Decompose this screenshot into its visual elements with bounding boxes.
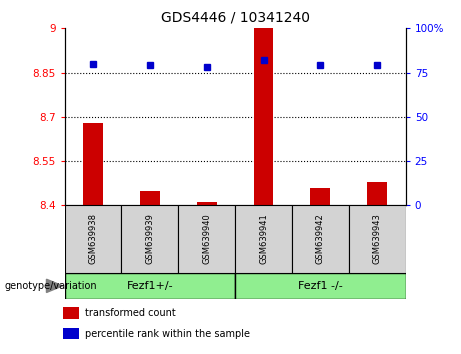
Bar — [65, 273, 235, 299]
Text: GSM639938: GSM639938 — [89, 213, 97, 264]
Bar — [197, 202, 217, 205]
Text: GSM639939: GSM639939 — [145, 213, 154, 264]
Text: Fezf1 -/-: Fezf1 -/- — [298, 281, 343, 291]
Bar — [121, 205, 178, 273]
Bar — [310, 188, 331, 205]
Bar — [63, 328, 79, 339]
Polygon shape — [47, 279, 63, 292]
Bar — [83, 123, 103, 205]
Bar — [292, 205, 349, 273]
Text: Fezf1+/-: Fezf1+/- — [126, 281, 173, 291]
Text: genotype/variation: genotype/variation — [5, 281, 97, 291]
Bar — [235, 205, 292, 273]
Text: transformed count: transformed count — [85, 308, 176, 318]
Text: GSM639942: GSM639942 — [316, 213, 325, 264]
Text: GSM639941: GSM639941 — [259, 213, 268, 264]
Bar — [349, 205, 406, 273]
Bar — [140, 190, 160, 205]
Text: percentile rank within the sample: percentile rank within the sample — [85, 329, 250, 339]
Text: GSM639940: GSM639940 — [202, 213, 211, 264]
Title: GDS4446 / 10341240: GDS4446 / 10341240 — [160, 10, 310, 24]
Bar — [63, 307, 79, 319]
Bar — [65, 205, 121, 273]
Bar — [178, 205, 235, 273]
Text: GSM639943: GSM639943 — [373, 213, 382, 264]
Bar — [254, 28, 273, 205]
Bar — [367, 182, 387, 205]
Bar — [235, 273, 406, 299]
